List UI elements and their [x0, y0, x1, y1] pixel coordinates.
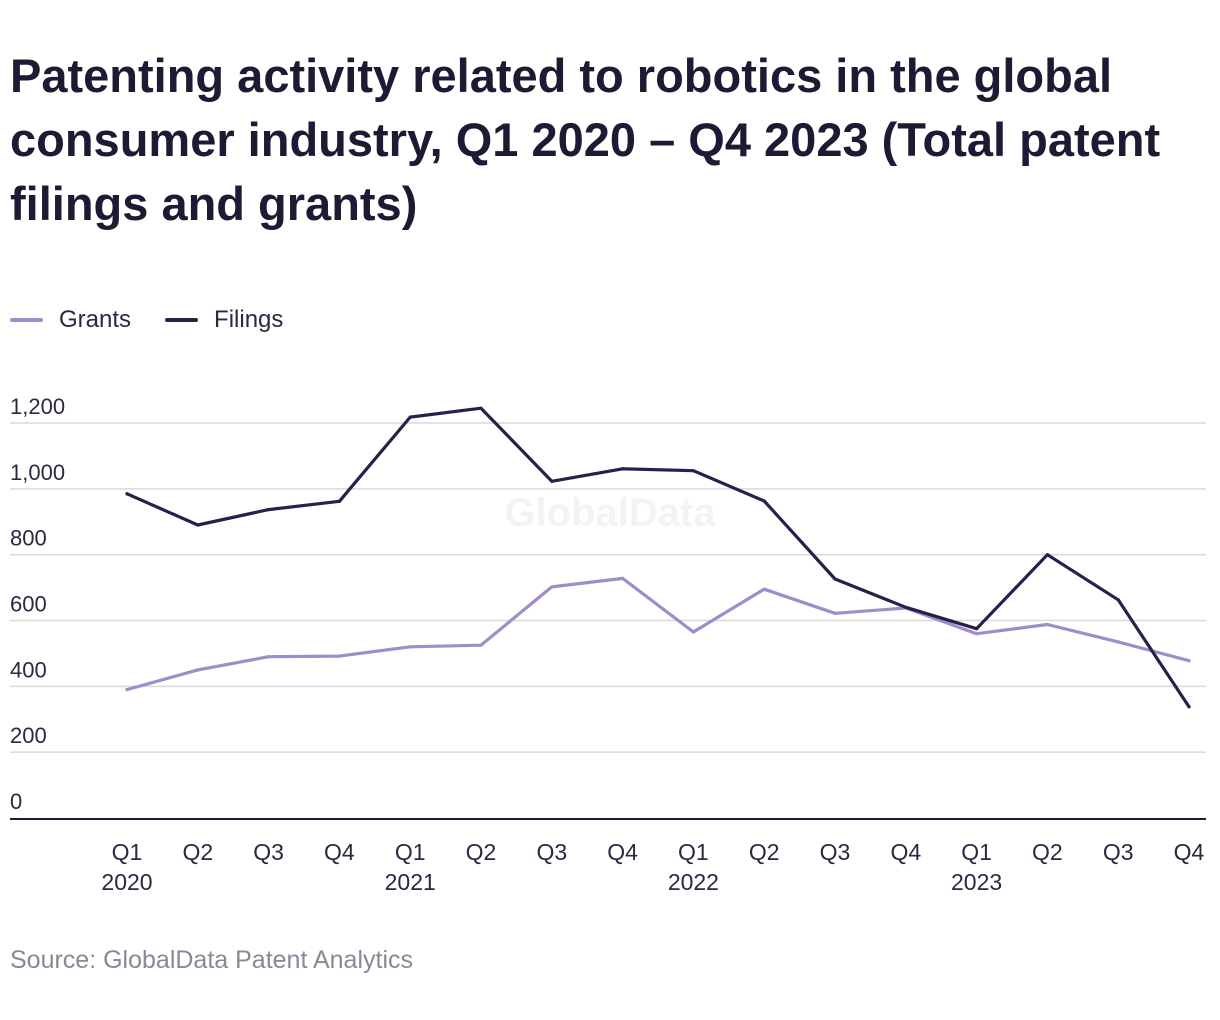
legend-swatch-filings: [165, 318, 199, 322]
x-tick-label: Q3: [820, 839, 851, 865]
y-tick-label-0: 0: [10, 789, 22, 814]
x-tick-label: Q1: [395, 839, 426, 865]
data-point-grants: [337, 654, 341, 658]
data-point-grants: [833, 611, 837, 615]
legend-label-grants: Grants: [59, 306, 132, 333]
x-tick-label: Q4: [890, 839, 921, 865]
data-point-grants: [1045, 622, 1049, 627]
data-point-filings: [337, 499, 341, 503]
x-tick-label: Q1: [678, 839, 709, 865]
data-point-filings: [267, 507, 271, 512]
data-point-filings: [125, 492, 129, 496]
data-point-grants: [621, 576, 625, 580]
data-point-grants: [267, 655, 271, 659]
legend-item-grants: Grants: [10, 306, 131, 334]
data-point-grants: [479, 643, 483, 647]
x-tick-year-label: 2023: [951, 869, 1002, 895]
data-point-filings: [1187, 705, 1191, 709]
legend-swatch-grants: [10, 318, 43, 322]
data-point-grants: [408, 645, 412, 649]
x-tick-year-label: 2021: [385, 869, 436, 895]
legend-label-filings: Filings: [214, 306, 284, 333]
legend-item-filings: Filings: [165, 306, 283, 334]
y-tick-label-600: 600: [10, 592, 47, 617]
series-line-filings: [125, 406, 1191, 709]
data-point-grants: [1187, 659, 1191, 663]
x-tick-label: Q2: [749, 839, 780, 865]
data-point-filings: [1116, 598, 1120, 602]
x-tick-label: Q1: [112, 839, 143, 865]
x-tick-label: Q3: [1103, 839, 1134, 865]
x-tick-label: Q1: [961, 839, 992, 865]
x-tick-label: Q4: [607, 839, 638, 865]
legend: Grants Filings: [10, 306, 317, 334]
y-tick-label-1200: 1,200: [10, 394, 65, 419]
data-point-grants: [1116, 640, 1120, 644]
x-tick-label: Q4: [324, 839, 355, 865]
data-point-grants: [125, 688, 129, 692]
line-chart: GlobalData 0 200 400 600 800 1,000 1,200 Q1 2020 Q…: [10, 394, 1206, 895]
data-point-filings: [196, 523, 200, 527]
watermark: GlobalData: [504, 491, 716, 535]
y-tick-label-800: 800: [10, 526, 47, 551]
x-tick-label: Q4: [1174, 839, 1205, 865]
data-point-grants: [196, 668, 200, 672]
data-point-grants: [975, 632, 979, 636]
data-point-filings: [621, 467, 625, 471]
data-point-filings: [691, 469, 696, 473]
series-line-grants: [125, 576, 1191, 692]
data-point-filings: [833, 577, 837, 581]
data-point-filings: [975, 627, 979, 631]
x-tick-label: Q3: [253, 839, 284, 865]
x-tick-label: Q3: [536, 839, 567, 865]
data-point-grants: [550, 585, 554, 589]
x-tick-label: Q2: [466, 839, 497, 865]
data-point-filings: [479, 406, 483, 410]
data-point-filings: [904, 605, 908, 609]
x-tick-label: Q2: [1032, 839, 1063, 865]
y-tick-label-1000: 1,000: [10, 460, 65, 485]
data-point-grants: [691, 630, 696, 634]
data-point-filings: [550, 479, 554, 483]
data-point-filings: [1045, 553, 1049, 557]
chart-title: Patenting activity related to robotics i…: [10, 49, 1161, 230]
x-tick-year-label: 2022: [668, 869, 719, 895]
y-tick-label-200: 200: [10, 723, 47, 748]
data-point-filings: [762, 499, 766, 503]
source-note: Source: GlobalData Patent Analytics: [10, 946, 414, 974]
y-tick-label-400: 400: [10, 657, 47, 682]
data-point-grants: [762, 587, 766, 591]
x-tick-label: Q2: [182, 839, 213, 865]
x-tick-year-label: 2020: [101, 869, 152, 895]
data-point-filings: [408, 415, 412, 419]
